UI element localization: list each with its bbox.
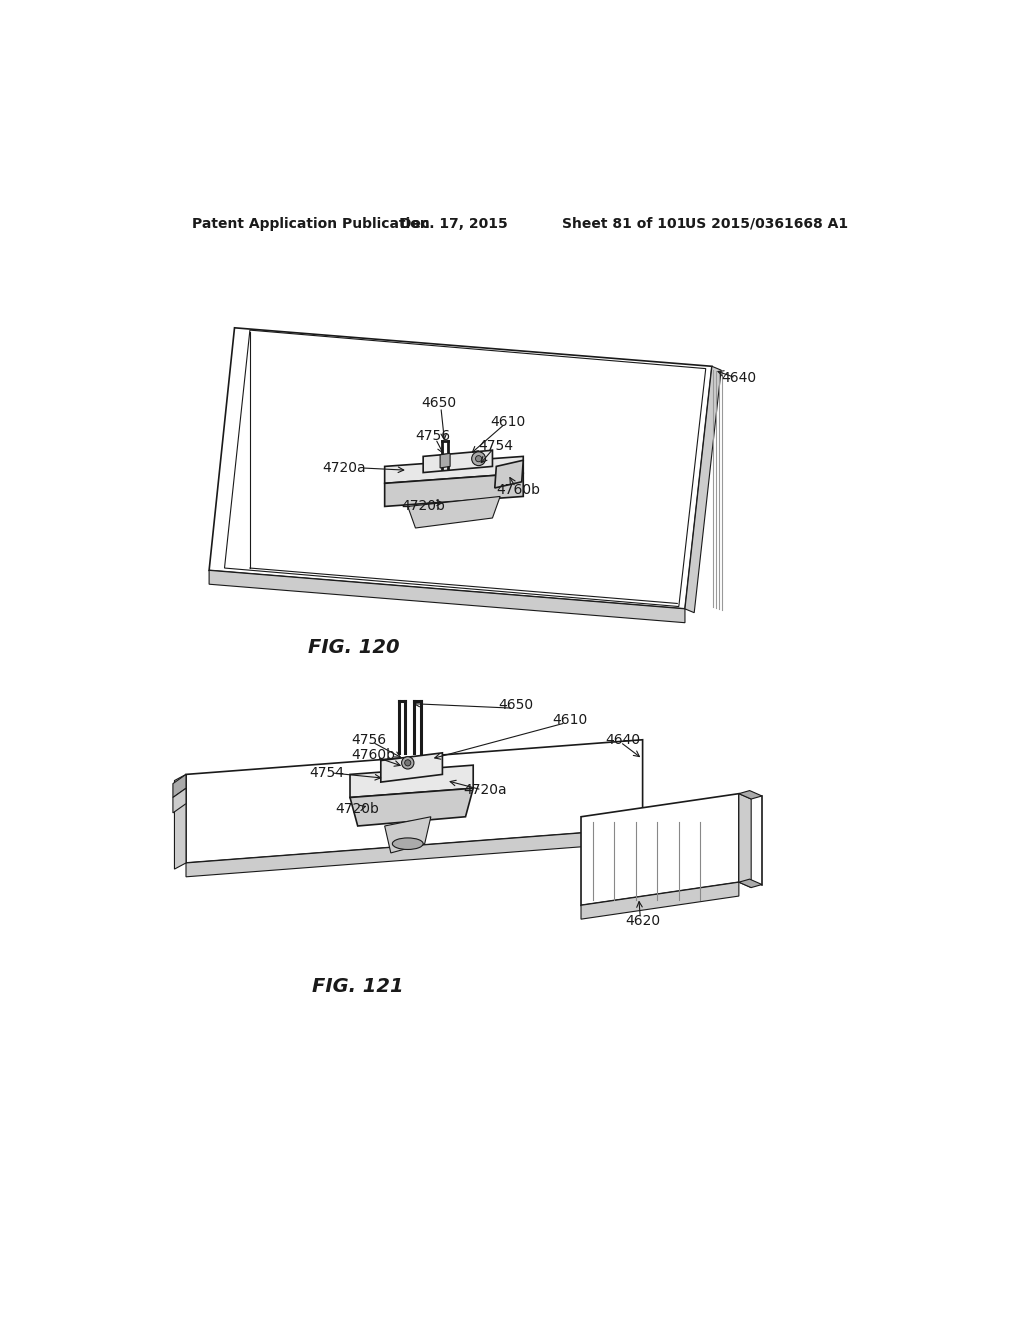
Text: 4720b: 4720b (336, 803, 380, 816)
Text: 4650: 4650 (498, 698, 534, 711)
Polygon shape (186, 739, 643, 863)
Polygon shape (173, 775, 186, 797)
Text: 4650: 4650 (421, 396, 456, 411)
Text: 4720a: 4720a (322, 461, 366, 475)
Polygon shape (209, 570, 685, 623)
Circle shape (401, 756, 414, 770)
Text: 4754: 4754 (309, 766, 344, 780)
Text: 4760b: 4760b (351, 748, 395, 762)
Polygon shape (739, 791, 762, 799)
Polygon shape (173, 788, 186, 813)
Polygon shape (385, 457, 523, 483)
Polygon shape (186, 829, 643, 876)
Polygon shape (495, 461, 523, 488)
Text: 4610: 4610 (552, 714, 587, 727)
Polygon shape (174, 775, 186, 869)
Polygon shape (408, 496, 500, 528)
Text: 4760b: 4760b (496, 483, 540, 496)
Polygon shape (581, 793, 739, 906)
Text: Patent Application Publication: Patent Application Publication (193, 216, 430, 231)
Polygon shape (423, 450, 493, 473)
Polygon shape (209, 327, 712, 609)
Circle shape (475, 455, 481, 462)
Text: 4720a: 4720a (463, 783, 507, 797)
Text: 4620: 4620 (625, 913, 660, 928)
Circle shape (472, 451, 485, 466)
Text: 4610: 4610 (490, 414, 525, 429)
Text: 4640: 4640 (721, 371, 757, 385)
Text: FIG. 121: FIG. 121 (312, 977, 403, 995)
Ellipse shape (392, 838, 423, 850)
Text: US 2015/0361668 A1: US 2015/0361668 A1 (685, 216, 848, 231)
Text: 4720b: 4720b (401, 499, 445, 513)
Polygon shape (350, 788, 473, 826)
Polygon shape (350, 766, 473, 797)
Text: 4756: 4756 (416, 429, 451, 442)
Polygon shape (440, 453, 451, 469)
Text: Sheet 81 of 101: Sheet 81 of 101 (562, 216, 686, 231)
Polygon shape (581, 882, 739, 919)
Polygon shape (739, 879, 762, 887)
Polygon shape (385, 817, 431, 853)
Polygon shape (381, 752, 442, 781)
Polygon shape (739, 793, 752, 887)
Polygon shape (385, 474, 523, 507)
Text: FIG. 120: FIG. 120 (308, 638, 399, 657)
Text: 4756: 4756 (351, 733, 387, 747)
Polygon shape (685, 367, 721, 612)
Text: 4754: 4754 (479, 438, 514, 453)
Circle shape (404, 760, 411, 766)
Text: 4640: 4640 (606, 733, 641, 747)
Text: Dec. 17, 2015: Dec. 17, 2015 (400, 216, 508, 231)
